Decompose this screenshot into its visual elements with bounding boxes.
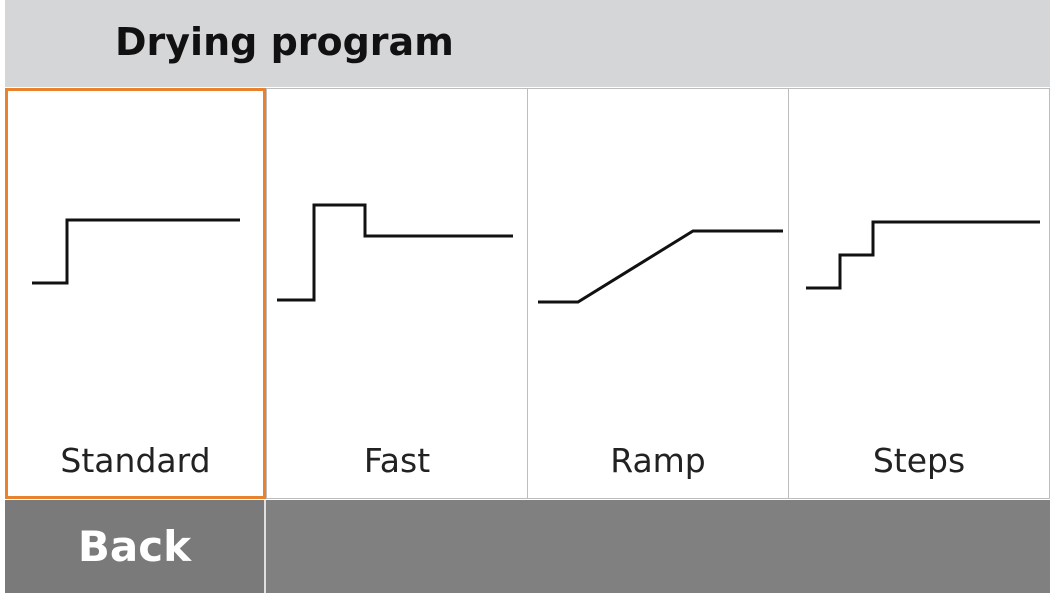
option-label: Steps [872,441,966,480]
separator [264,500,266,593]
option-label: Standard [60,441,211,480]
icon [806,220,1040,290]
option-steps[interactable]: Steps [788,88,1050,499]
profile-line [32,218,240,285]
option-ramp[interactable]: Ramp [527,88,789,499]
profile-line [806,220,1040,290]
icon [538,229,783,304]
icon [277,203,513,302]
header: Drying program [5,0,1050,87]
title: Drying program [115,20,454,64]
profile-line [277,203,513,302]
option-label: Ramp [610,441,706,480]
profile-line [538,229,783,304]
icon [32,218,240,285]
option-standard[interactable]: Standard [5,88,266,499]
option-label: Fast [363,441,431,480]
option-fast[interactable]: Fast [266,88,528,499]
back-button[interactable]: Back [5,500,264,593]
